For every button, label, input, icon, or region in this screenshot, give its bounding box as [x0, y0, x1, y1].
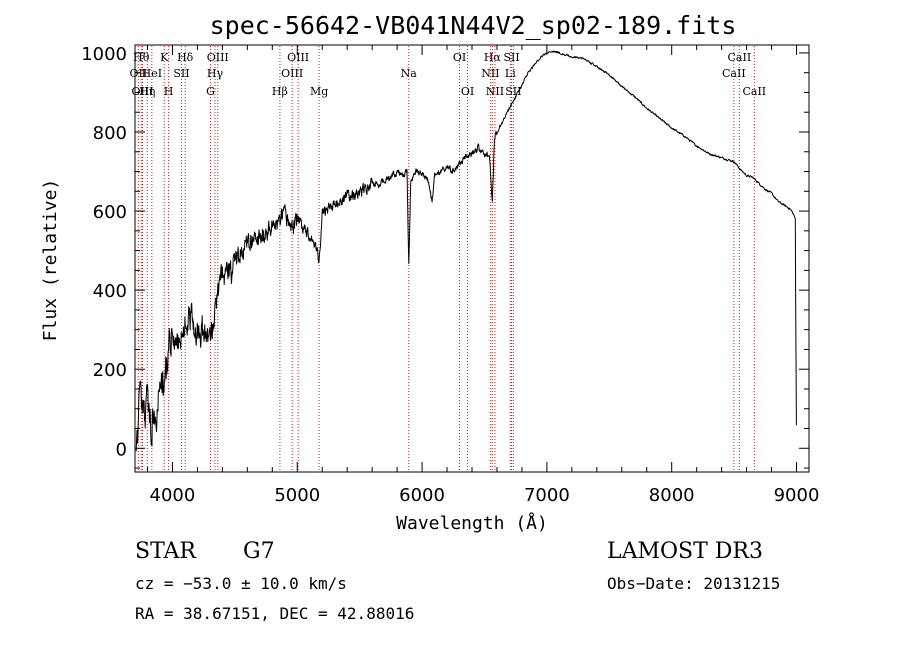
line-label: CaII	[742, 85, 766, 98]
x-tick-label: 7000	[524, 485, 570, 506]
line-label: H	[164, 85, 174, 98]
axis-ticks	[135, 45, 809, 472]
y-tick-label: 200	[93, 360, 127, 381]
line-label: SII	[505, 85, 521, 98]
line-label: Hη	[139, 85, 155, 98]
line-label: Hβ	[272, 85, 288, 98]
y-tick-label: 0	[116, 439, 127, 460]
line-label: Hθ	[133, 51, 150, 64]
object-subclass: G7	[243, 539, 275, 564]
line-label: G	[206, 85, 215, 98]
x-axis-label: Wavelength (Å)	[396, 512, 548, 534]
redshift-readout: cz = −53.0 ± 10.0 km/s	[135, 574, 347, 593]
x-tick-label: 5000	[274, 485, 320, 506]
line-label: NII	[486, 85, 504, 98]
line-label: K	[160, 51, 169, 64]
line-label: NII	[481, 67, 499, 80]
x-tick-labels: 4000 5000 6000 7000 8000 9000	[150, 485, 820, 506]
line-label: Hδ	[177, 51, 194, 64]
y-tick-labels: 0 200 400 600 800 1000	[81, 44, 127, 460]
x-tick-label: 8000	[649, 485, 695, 506]
line-label: HeI	[142, 67, 162, 80]
chart-title: spec-56642-VB041N44V2_sp02-189.fits	[210, 11, 737, 40]
line-label: OI	[453, 51, 466, 64]
line-label: OI	[461, 85, 474, 98]
spectrum-line	[135, 50, 797, 452]
x-tick-label: 6000	[399, 485, 445, 506]
line-label: Hγ	[207, 67, 224, 80]
line-label: Hα	[484, 51, 502, 64]
y-axis-label: Flux (relative)	[40, 179, 61, 342]
y-tick-label: 600	[93, 202, 127, 223]
y-tick-label: 1000	[81, 44, 127, 65]
line-label: SII	[173, 67, 189, 80]
x-tick-label: 4000	[150, 485, 196, 506]
object-class: STAR	[135, 539, 197, 564]
line-label: CaII	[722, 67, 746, 80]
survey-name: LAMOST DR3	[607, 539, 763, 564]
emission-line-markers	[137, 46, 755, 471]
emission-line-labels: OIIHθOIIIHηHeIKHSIIHδGHγOIIIHβOIIIOIIIMg…	[130, 51, 767, 98]
coordinates-readout: RA = 38.67151, DEC = 42.88016	[135, 604, 414, 623]
observation-date: Obs−Date: 20131215	[607, 574, 780, 593]
line-label: Mg	[310, 85, 328, 98]
y-tick-label: 800	[93, 123, 127, 144]
y-tick-label: 400	[93, 281, 127, 302]
line-label: Li	[505, 67, 516, 80]
line-label: OIII	[281, 67, 303, 80]
line-label: SII	[503, 51, 519, 64]
x-tick-label: 9000	[774, 485, 820, 506]
line-label: OIII	[287, 51, 309, 64]
line-label: CaII	[728, 51, 752, 64]
line-label: Na	[401, 67, 418, 80]
line-label: OIII	[131, 85, 153, 98]
line-label: OII	[130, 67, 148, 80]
line-label: OIII	[207, 51, 229, 64]
